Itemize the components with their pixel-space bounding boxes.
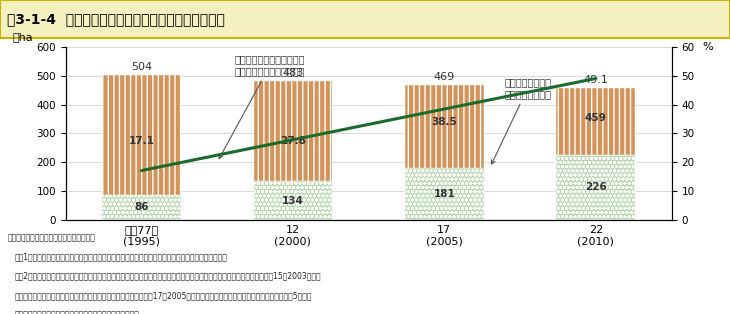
- Text: 226: 226: [585, 182, 607, 192]
- Bar: [405, 85, 484, 168]
- FancyBboxPatch shape: [0, 0, 730, 38]
- Y-axis label: 万ha: 万ha: [13, 32, 34, 42]
- Text: 86: 86: [134, 203, 149, 213]
- Bar: [253, 81, 332, 181]
- Text: 17.1: 17.1: [128, 136, 154, 146]
- Text: 134: 134: [282, 196, 304, 206]
- Text: 2）「担い手の利用面積」とは、認定農業者（特定農業法人含む）、市町村基本構想の水準到達者、特定農業団体（平成15（2003）年度: 2）「担い手の利用面積」とは、認定農業者（特定農業法人含む）、市町村基本構想の水…: [15, 272, 321, 281]
- Bar: [405, 168, 484, 220]
- Bar: [102, 75, 181, 195]
- Text: 農地面積に占める担い手の
利用面積の割合（右目盛）: 農地面積に占める担い手の 利用面積の割合（右目盛）: [219, 54, 305, 159]
- Text: 49.1: 49.1: [583, 75, 608, 85]
- Text: 耕起・代かき、田植え、収穫）により経営する面積。: 耕起・代かき、田植え、収穫）により経営する面積。: [15, 311, 139, 314]
- Text: 農地面積に占める
担い手の利用面積: 農地面積に占める 担い手の利用面積: [491, 77, 551, 164]
- Bar: [102, 195, 181, 220]
- Text: 469: 469: [434, 72, 455, 82]
- Text: 459: 459: [585, 113, 607, 123]
- Text: 資料：農林水産省「農業経営構造の変化」: 資料：農林水産省「農業経営構造の変化」: [7, 233, 95, 242]
- Text: 483: 483: [283, 68, 304, 78]
- Text: 27.8: 27.8: [280, 136, 306, 146]
- Bar: [556, 88, 635, 155]
- Bar: [556, 155, 635, 220]
- Text: から）、集落営農を一括管理・運営している集落営農（平成17（2005）年度から）が、所有権、利用権、作業委託（基刘5作業：: から）、集落営農を一括管理・運営している集落営農（平成17（2005）年度から）…: [15, 291, 312, 300]
- Bar: [253, 181, 332, 220]
- Y-axis label: %: %: [703, 42, 713, 52]
- Text: 図3-1-4  農地面積に占める担い手の利用面積の推移: 図3-1-4 農地面積に占める担い手の利用面積の推移: [7, 12, 225, 26]
- Text: 504: 504: [131, 62, 152, 72]
- Text: 注：1）農林水産省「集落営農実態調査」、「耕地及び作付面積統計」、農林水産省調べにより作成。: 注：1）農林水産省「集落営農実態調査」、「耕地及び作付面積統計」、農林水産省調べ…: [15, 252, 228, 262]
- Text: 38.5: 38.5: [431, 117, 457, 127]
- Text: 181: 181: [434, 189, 456, 199]
